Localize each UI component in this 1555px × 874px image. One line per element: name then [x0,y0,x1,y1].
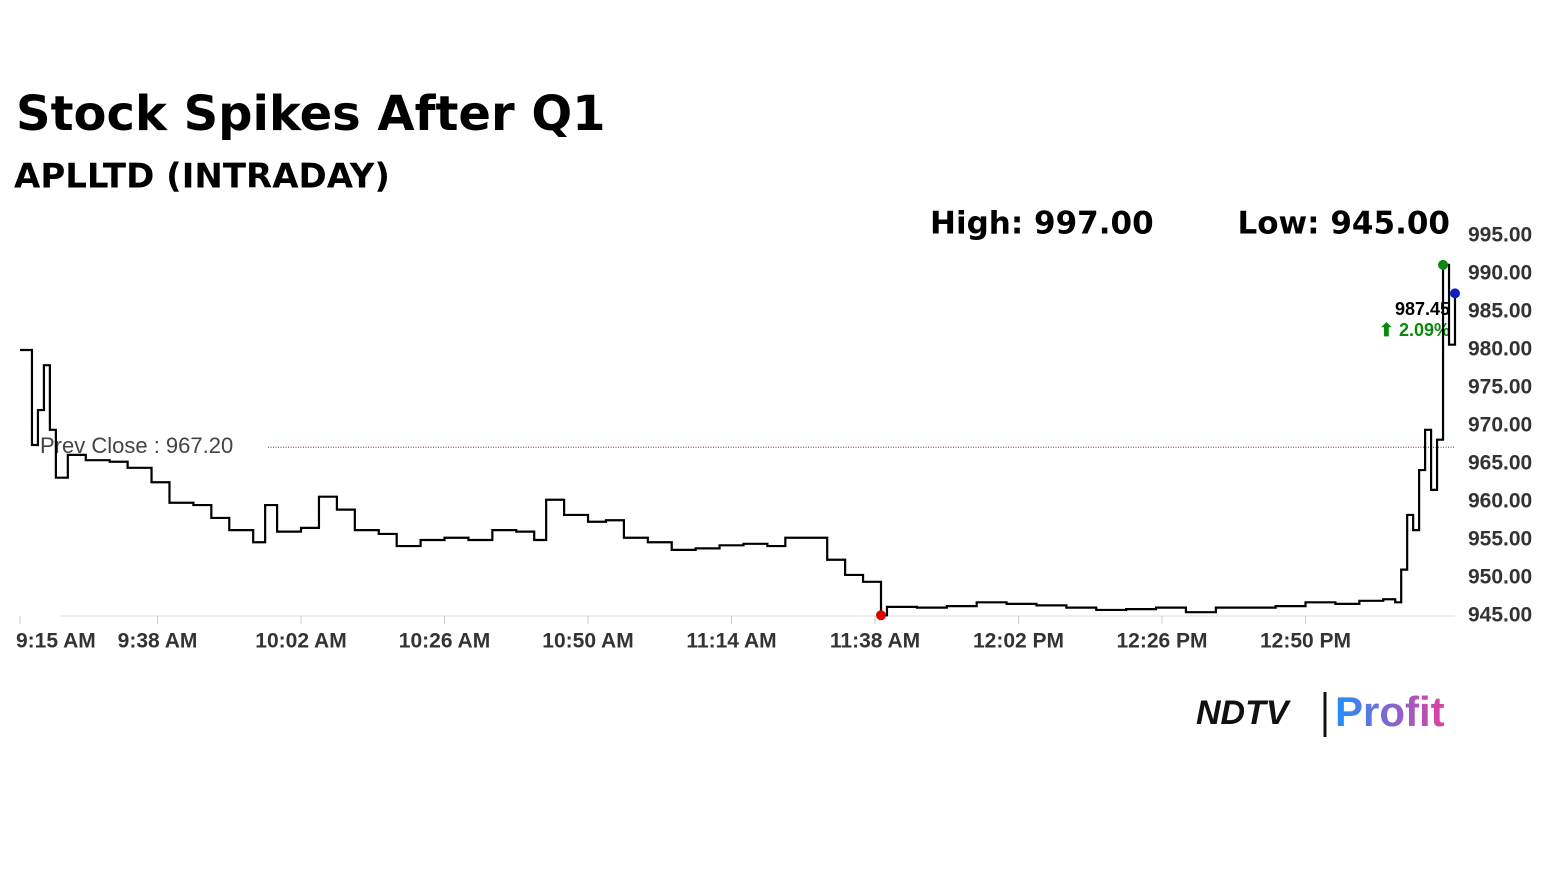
low-label: Low: 945.00 [1237,206,1450,242]
x-tick-label: 9:15 AM [16,630,96,653]
y-tick-label: 960.00 [1468,490,1532,513]
y-tick-label: 945.00 [1468,604,1532,627]
last-label: 987.45 [1395,299,1450,319]
y-tick-label: 965.00 [1468,452,1532,475]
x-tick-label: 12:50 PM [1260,630,1351,653]
high-label: High: 997.00 [930,206,1154,242]
x-tick-label: 10:26 AM [399,630,490,653]
change-label: ⬆ 2.09% [1379,320,1450,340]
high-dot [1438,259,1449,270]
last-dot [1450,288,1460,299]
x-tick-label: 10:50 AM [542,630,633,653]
x-tick-label: 11:14 AM [686,630,776,653]
y-tick-label: 985.00 [1468,300,1532,323]
y-tick-label: 980.00 [1468,338,1532,361]
y-tick-label: 990.00 [1468,262,1532,285]
x-tick-label: 12:26 PM [1116,630,1207,653]
x-tick-label: 9:38 AM [118,630,198,653]
brand-profit: Profit [1335,688,1445,735]
x-tick-label: 11:38 AM [830,630,920,653]
y-tick-label: 975.00 [1468,376,1532,399]
brand-ndtv: NDTV [1196,694,1292,732]
x-tick-label: 10:02 AM [255,630,346,653]
y-tick-label: 955.00 [1468,528,1532,551]
low-dot [876,610,886,621]
y-tick-label: 970.00 [1468,414,1532,437]
y-tick-label: 950.00 [1468,566,1532,589]
x-tick-label: 12:02 PM [973,630,1064,653]
price-line [20,263,1457,617]
y-tick-label: 995.00 [1468,224,1532,247]
chart-title: Stock Spikes After Q1 [16,86,606,142]
chart-subtitle: APLLTD (INTRADAY) [14,157,390,197]
